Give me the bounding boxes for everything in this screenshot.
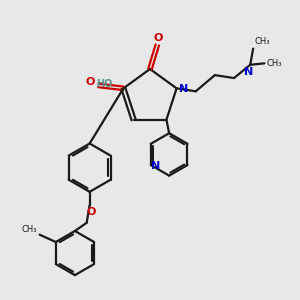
Text: O: O xyxy=(85,77,95,88)
Text: O: O xyxy=(154,33,163,43)
Text: O: O xyxy=(86,206,96,217)
Text: HO: HO xyxy=(96,79,112,89)
Text: N: N xyxy=(179,84,188,94)
Text: CH₃: CH₃ xyxy=(267,59,282,68)
Text: CH₃: CH₃ xyxy=(255,37,270,46)
Text: CH₃: CH₃ xyxy=(22,225,37,234)
Text: N: N xyxy=(151,161,160,172)
Text: N: N xyxy=(244,67,254,77)
